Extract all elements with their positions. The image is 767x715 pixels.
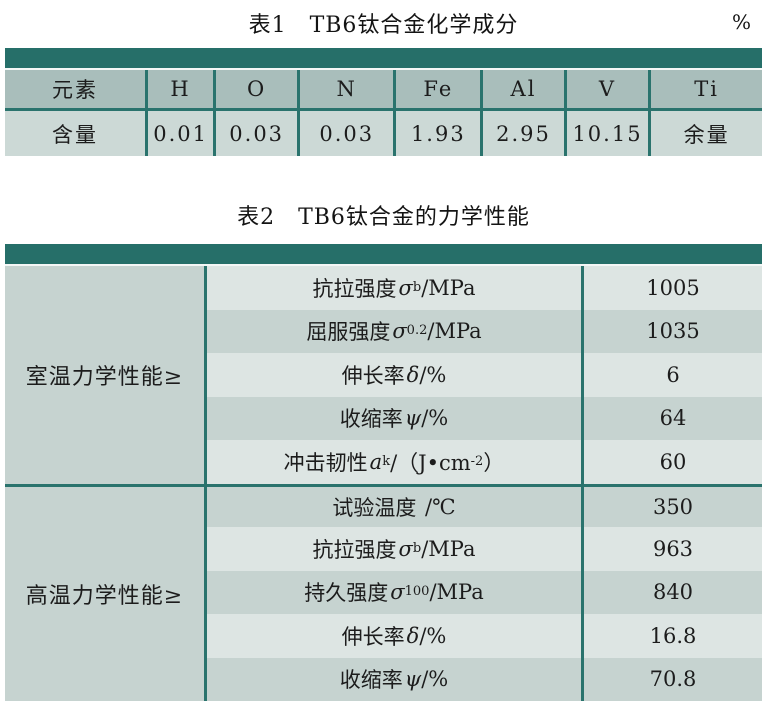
table2-section-high-temperature: 高温力学性能≥ (5, 483, 207, 701)
table2-top-bar (5, 244, 762, 266)
table2-property-reduction-of-area-ht: 收缩率 ψ/% (207, 657, 581, 701)
table1-value-Al: 2.95 (480, 111, 563, 156)
table2-value-creep-rupture-strength: 840 (581, 570, 762, 614)
table2-value-tensile-strength-ht: 963 (581, 527, 762, 571)
table2-value-tensile-strength-rt: 1005 (581, 266, 762, 310)
table2-property-impact-toughness: 冲击韧性 a k/（J•cm -2） (207, 440, 581, 484)
table2-value-reduction-of-area-ht: 70.8 (581, 657, 762, 701)
table2-value-elongation-rt: 6 (581, 353, 762, 397)
table2-property-creep-rupture-strength: 持久强度 σ 100/MPa (207, 570, 581, 614)
table1-unit-label: % (731, 10, 751, 34)
table1-title: 表1 TB6钛合金化学成分 (248, 13, 519, 38)
table2-property-yield-strength: 屈服强度 σ 0.2/MPa (207, 309, 581, 353)
table2-value-impact-toughness: 60 (581, 440, 762, 484)
document-page: 表1 TB6钛合金化学成分 % 元素 H O N Fe Al V Ti 含量 0… (0, 6, 767, 715)
table1-header-Al: Al (480, 70, 563, 108)
table1-top-bar (5, 48, 762, 70)
table1-caption-row: 表1 TB6钛合金化学成分 % (0, 6, 767, 40)
table2-property-test-temperature: 试验温度 /℃ (207, 483, 581, 527)
table2-property-elongation-ht: 伸长率 δ/% (207, 614, 581, 658)
table2-property-reduction-of-area-rt: 收缩率 ψ/% (207, 396, 581, 440)
table1-header-Fe: Fe (393, 70, 480, 108)
table1-header-O: O (213, 70, 297, 108)
table2-value-elongation-ht: 16.8 (581, 614, 762, 658)
table2-value-yield-strength: 1035 (581, 309, 762, 353)
table1-header-Ti: Ti (648, 70, 762, 108)
table1-header-V: V (563, 70, 649, 108)
table1-row-label: 含量 (52, 122, 99, 147)
table1-value-N: 0.03 (297, 111, 393, 156)
table1-value-Fe: 1.93 (393, 111, 480, 156)
table1-header-element: 元素 (52, 78, 99, 102)
table1-data-row: 含量 0.01 0.03 0.03 1.93 2.95 10.15 余量 (5, 111, 762, 156)
table2-property-tensile-strength-rt: 抗拉强度 σ b/MPa (207, 266, 581, 310)
table2-property-elongation-rt: 伸长率 δ/% (207, 353, 581, 397)
table1-value-O: 0.03 (213, 111, 297, 156)
table2-section-room-temperature: 室温力学性能≥ (5, 266, 207, 484)
table2-caption-row: 表2 TB6钛合金的力学性能 (0, 198, 767, 232)
table2-property-tensile-strength-ht: 抗拉强度 σ b/MPa (207, 527, 581, 571)
table1-value-Ti: 余量 (648, 111, 762, 156)
table2-title: 表2 TB6钛合金的力学性能 (237, 205, 530, 230)
table1-header-H: H (145, 70, 213, 108)
table1-header-N: N (297, 70, 393, 108)
table2-value-reduction-of-area-rt: 64 (581, 396, 762, 440)
table1-value-H: 0.01 (145, 111, 213, 156)
table1-value-V: 10.15 (563, 111, 649, 156)
table1-header-row: 元素 H O N Fe Al V Ti (5, 70, 762, 111)
table1-chemical-composition: 元素 H O N Fe Al V Ti 含量 0.01 0.03 0.03 1.… (5, 48, 762, 156)
table2-value-test-temperature: 350 (581, 483, 762, 527)
